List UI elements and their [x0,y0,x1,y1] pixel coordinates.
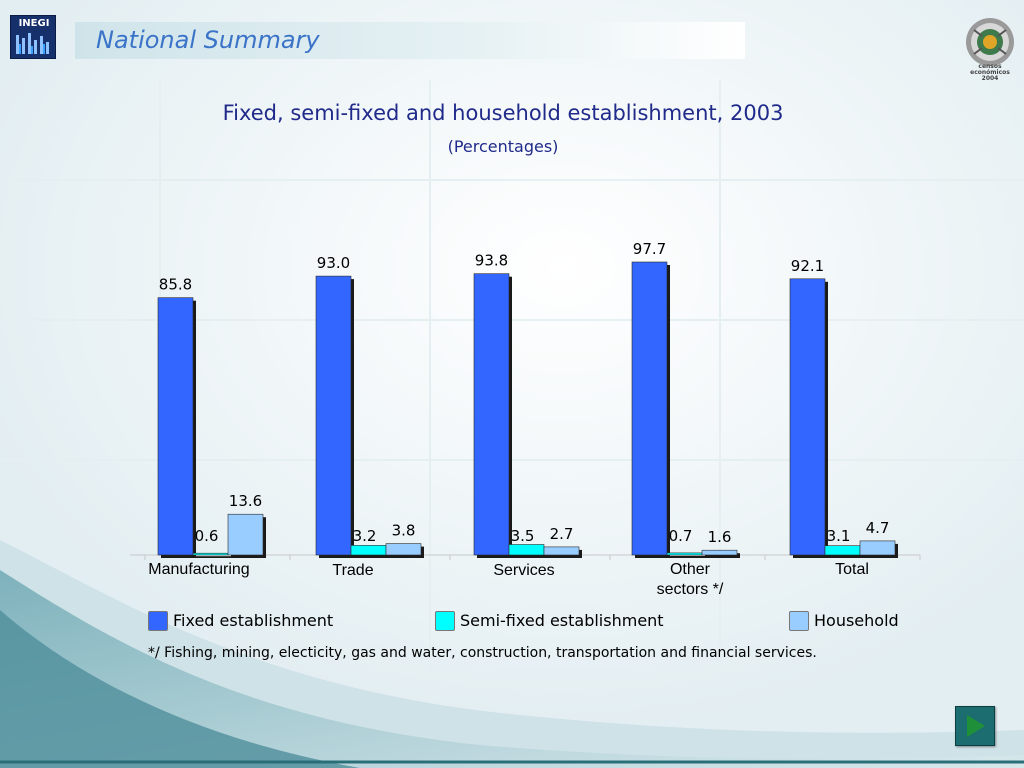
data-label: 4.7 [866,519,890,537]
category-label-line: Manufacturing [148,561,250,578]
data-label: 3.1 [827,527,851,545]
bar-fixed-establishment-4 [789,278,826,556]
bar-household-1 [385,543,422,556]
censos-logo-line-1: censos [978,63,1002,70]
category-label: Services [454,561,594,581]
data-label: 85.8 [159,276,192,294]
legend-label-household: Household [814,611,899,630]
section-title: National Summary [96,26,320,54]
inegi-logo-text: INEGI [18,18,50,29]
play-arrow-icon [967,715,985,737]
bar-household-0 [227,513,264,556]
data-label: 3.8 [392,522,416,540]
data-label: 2.7 [550,525,574,543]
data-label: 0.7 [669,527,693,545]
legend-label-fixed: Fixed establishment [173,611,334,630]
chart-title: Fixed, semi-fixed and household establis… [222,101,784,125]
data-label: 3.5 [511,527,535,545]
bar-household-2 [543,546,580,556]
footnote: */ Fishing, mining, electicity, gas and … [148,645,817,661]
data-label: 93.8 [475,252,508,270]
bar-household-3 [701,549,738,556]
category-label-line: sectors */ [656,581,724,598]
category-label-line: Services [493,562,555,579]
bar-semi-fixed-establishment-1 [350,545,387,556]
data-label: 92.1 [791,257,824,275]
data-label: 13.6 [229,492,262,510]
bar-shadow [670,555,705,558]
legend-swatch-fixed [148,611,168,631]
legend-swatch-household [789,611,809,631]
legend-label-semi-fixed: Semi-fixed establishment [460,611,664,630]
censos-economicos-logo-icon [966,18,1014,66]
bar-semi-fixed-establishment-0 [192,552,229,556]
data-label: 1.6 [708,528,732,546]
category-label: Manufacturing [129,560,269,580]
censos-logo-line-3: 2004 [981,75,999,82]
header-band [75,22,745,59]
bar-fixed-establishment-3 [631,261,668,556]
category-label-line: Total [835,561,869,578]
data-label: 93.0 [317,254,350,272]
category-label: Total [782,560,922,580]
censos-logo-line-2: económicos [970,69,1010,76]
data-label: 0.6 [195,527,219,545]
inegi-logo: INEGI [10,15,56,59]
data-label: 3.2 [353,527,377,545]
next-slide-button[interactable] [955,706,995,746]
legend-swatch-semi-fixed [435,611,455,631]
category-label: Trade [283,561,423,581]
data-label: 97.7 [633,240,666,258]
category-label-line: Trade [332,562,374,579]
bar-fixed-establishment-1 [315,275,352,556]
bar-fixed-establishment-0 [157,297,194,556]
bar-semi-fixed-establishment-4 [824,545,861,556]
bar-shadow [196,556,231,558]
inegi-logo-bars-icon [16,33,49,54]
bar-household-4 [859,540,896,556]
censos-logo-text: censos económicos 2004 [964,64,1016,82]
category-label-line: Other [669,561,710,578]
bar-fixed-establishment-2 [473,273,510,556]
bar-shadow [705,553,740,558]
bar-semi-fixed-establishment-3 [666,552,703,556]
chart-subtitle: (Percentages) [447,137,559,156]
category-label: Other sectors */ [620,560,760,600]
bar-semi-fixed-establishment-2 [508,544,545,556]
